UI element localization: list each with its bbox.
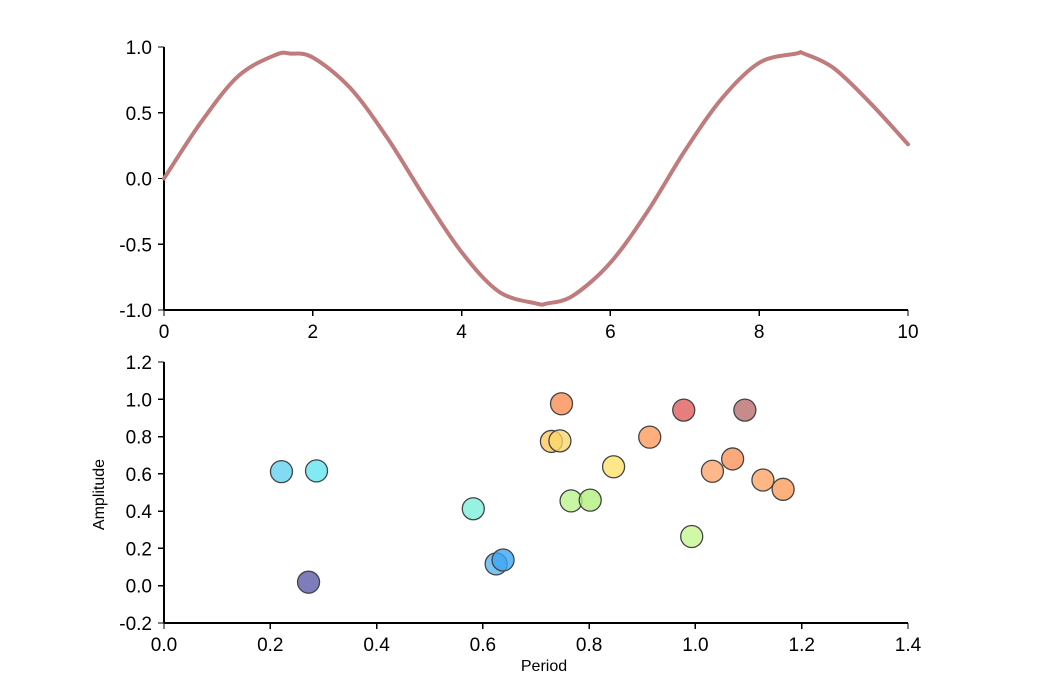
x-tick-label: 0.6 (470, 635, 496, 656)
scatter-point (680, 524, 704, 549)
y-tick-label: 0.2 (126, 539, 152, 560)
scatter-point (269, 459, 294, 484)
scatter-point (461, 497, 485, 521)
scatter-point (549, 392, 574, 416)
x-tick-label: 0.2 (257, 635, 283, 656)
y-tick-label: 0.8 (126, 428, 152, 449)
x-tick-label: 10 (897, 322, 918, 343)
x-tick-label: 2 (308, 322, 319, 343)
x-tick-label: 0.0 (151, 635, 177, 656)
x-tick-label: 0 (159, 322, 170, 343)
y-tick-label: 0.4 (126, 502, 153, 523)
y-tick-label: 0.6 (126, 465, 152, 486)
y-tick-label: 0.0 (126, 170, 152, 191)
x-axis-title: Period (521, 658, 567, 675)
scatter-point (672, 398, 696, 422)
scatter-point (304, 459, 329, 483)
x-tick-label: 1.0 (682, 635, 708, 656)
y-tick-label: 0.5 (126, 104, 152, 125)
y-tick-label: -1.0 (119, 301, 152, 322)
scatter-point (751, 468, 775, 492)
x-tick-label: 4 (456, 322, 467, 343)
x-tick-label: 1.4 (895, 635, 922, 656)
scatter-point (296, 570, 321, 594)
scatter-point (638, 425, 662, 449)
scatter-point (720, 447, 745, 471)
y-tick-label: 0.0 (126, 577, 152, 598)
y-tick-label: -0.5 (119, 235, 152, 256)
y-tick-label: 1.2 (126, 353, 152, 374)
scatter-point (771, 477, 795, 501)
scatter-point (601, 455, 626, 479)
scatter-point (733, 398, 757, 422)
x-tick-label: 6 (605, 322, 616, 343)
x-tick-label: 1.2 (789, 635, 815, 656)
scatter-point (548, 429, 572, 453)
y-tick-label: 1.0 (126, 38, 152, 59)
sine-line-chart: 0 2 4 6 8 10 -1.0 -0.5 0.0 0.5 1.0 (119, 38, 918, 343)
x-tick-label: 0.4 (363, 635, 390, 656)
y-tick-label: 1.0 (126, 390, 152, 411)
x-tick-label: 8 (754, 322, 765, 343)
scatter-point (578, 488, 602, 512)
y-axis-title: Amplitude (91, 459, 108, 530)
period-amplitude-scatter-chart: 0.0 0.2 0.4 0.6 0.8 1.0 1.2 1.4-0.20.00.20.40.6… (91, 353, 922, 675)
scatter-point (700, 459, 725, 483)
x-tick-label: 0.8 (576, 635, 602, 656)
scatter-point (491, 548, 515, 572)
y-tick-label: -0.2 (119, 614, 152, 635)
sine-series-line (162, 50, 910, 307)
